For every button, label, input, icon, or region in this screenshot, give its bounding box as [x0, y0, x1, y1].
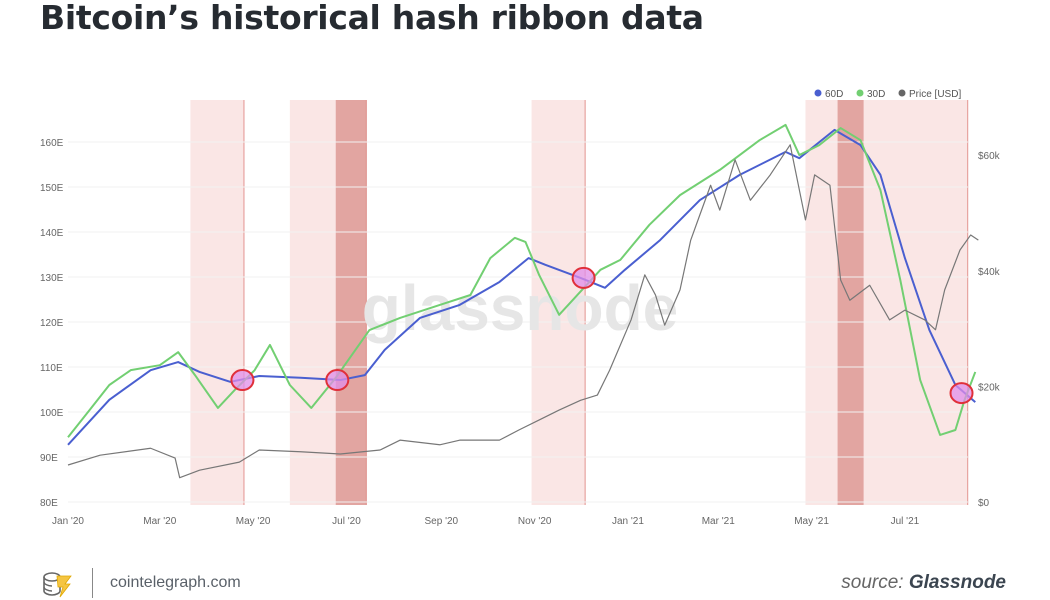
cointelegraph-logo-icon — [43, 572, 72, 598]
shaded-region-light — [190, 100, 244, 505]
legend-label: 30D — [867, 89, 885, 100]
x-tick-label: Jan '20 — [52, 516, 84, 527]
y-right-tick-label: $60k — [978, 151, 1001, 162]
x-tick-label: Mar '21 — [702, 516, 735, 527]
crossover-marker — [325, 369, 350, 392]
shaded-region-light — [805, 100, 968, 505]
shaded-region-light — [531, 100, 586, 505]
y-left-tick-label: 150E — [40, 183, 64, 194]
legend-label: Price [USD] — [909, 89, 961, 100]
x-tick-label: Jan '21 — [612, 516, 644, 527]
y-right-tick-label: $20k — [978, 382, 1001, 393]
y-left-tick-label: 160E — [40, 138, 64, 149]
series-line-30d — [67, 123, 977, 438]
crossover-marker — [949, 382, 974, 405]
watermark: glassnode — [362, 272, 679, 344]
x-tick-label: May '21 — [794, 516, 829, 527]
y-left-tick-label: 130E — [40, 273, 64, 284]
x-tick-label: Nov '20 — [518, 516, 552, 527]
y-right-tick-label: $0 — [978, 498, 990, 509]
crossover-marker — [230, 369, 255, 392]
legend-dot-icon — [814, 89, 822, 97]
page-title: Bitcoin’s historical hash ribbon data — [40, 0, 704, 37]
x-tick-label: May '20 — [236, 516, 271, 527]
source-prefix: source: — [841, 572, 904, 593]
shaded-region-dark — [837, 100, 864, 505]
series-line-price-usd- — [67, 144, 979, 479]
y-left-tick-label: 140E — [40, 228, 64, 239]
x-tick-label: Mar '20 — [143, 516, 176, 527]
footer-divider — [92, 568, 93, 598]
x-tick-label: Jul '21 — [891, 516, 920, 527]
y-left-tick-label: 90E — [40, 453, 58, 464]
crossover-marker — [571, 266, 596, 289]
y-left-tick-label: 80E — [40, 498, 58, 509]
y-left-tick-label: 110E — [40, 363, 63, 374]
legend-dot-icon — [898, 89, 906, 97]
source-name: Glassnode — [908, 572, 1006, 593]
series-line-60d — [67, 128, 976, 446]
x-tick-label: Jul '20 — [332, 516, 361, 527]
y-right-tick-label: $40k — [978, 267, 1001, 278]
legend-dot-icon — [856, 89, 864, 97]
y-left-tick-label: 100E — [40, 408, 64, 419]
shaded-region-dark — [335, 100, 367, 505]
legend-label: 60D — [825, 89, 843, 100]
x-tick-label: Sep '20 — [425, 516, 459, 527]
site-name: cointelegraph.com — [110, 574, 241, 591]
y-left-tick-label: 120E — [40, 318, 64, 329]
source-credit: source: Glassnode — [841, 572, 1006, 594]
hash-ribbon-chart: glassnode 80E 90E 100E 110E 120E 130E 140E 150E… — [40, 89, 1001, 527]
